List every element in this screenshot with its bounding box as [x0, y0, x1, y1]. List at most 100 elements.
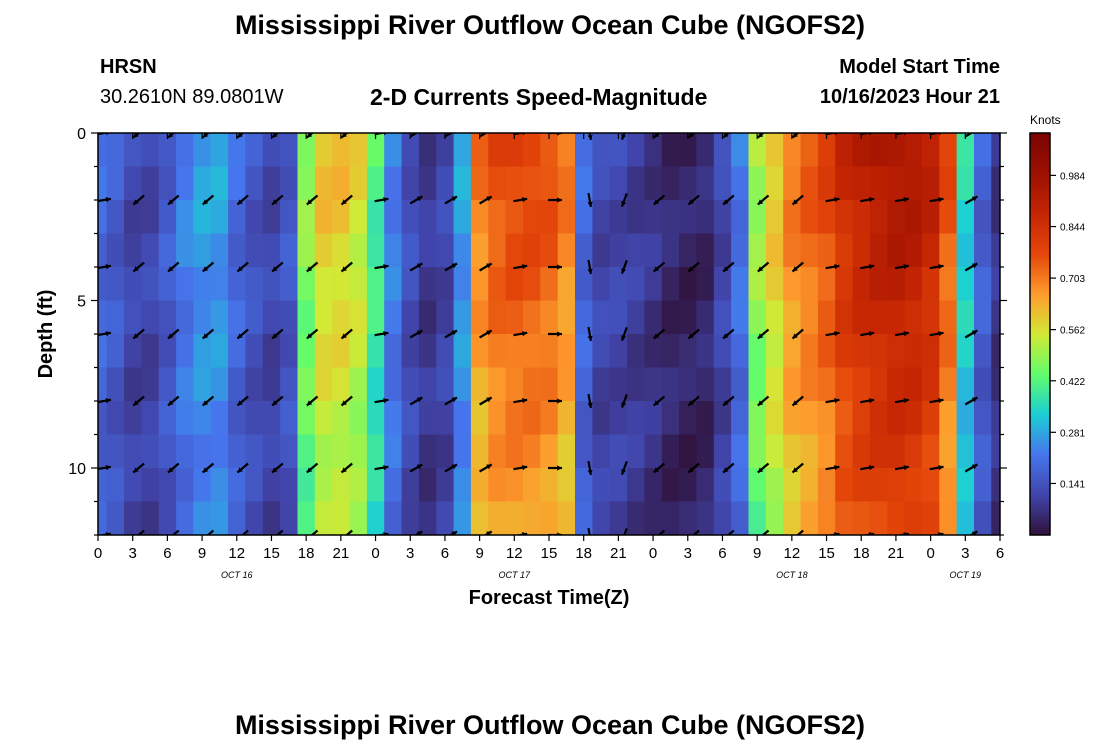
heatmap-cell [869, 334, 888, 369]
heatmap-cell [956, 233, 975, 268]
heatmap-cell [696, 367, 715, 402]
heatmap-cell [661, 300, 680, 335]
heatmap-cell [921, 300, 940, 335]
heatmap-cell [661, 166, 680, 201]
current-arrow [620, 394, 628, 408]
heatmap-cell [210, 267, 229, 302]
x-tick-label: 6 [996, 545, 1004, 562]
heatmap-cell [835, 233, 854, 268]
heatmap-cell [401, 334, 420, 369]
heatmap-cell [679, 434, 697, 469]
heatmap-cell [98, 367, 108, 402]
colorbar [1029, 132, 1051, 536]
heatmap-cell [436, 367, 455, 402]
current-arrow [483, 530, 493, 535]
heatmap-cell [887, 233, 906, 268]
current-arrow [306, 133, 314, 139]
heatmap-cell [644, 200, 663, 235]
heatmap-cell [800, 233, 819, 268]
heatmap-cell [817, 401, 836, 436]
heatmap-cell [557, 367, 576, 402]
heatmap-cell [280, 367, 298, 402]
current-arrow [479, 195, 493, 205]
current-arrow [374, 264, 389, 270]
current-arrow [722, 261, 735, 273]
heatmap-cell [228, 501, 246, 535]
heatmap-cell [540, 401, 559, 436]
heatmap-cell [904, 200, 923, 235]
chart-subtitle: 2-D Currents Speed-Magnitude [370, 84, 708, 110]
x-tick-label: 15 [263, 545, 280, 562]
heatmap-cell [765, 501, 784, 535]
heatmap-cell [141, 300, 160, 335]
heatmap-cell [661, 267, 680, 302]
heatmap-cell [817, 267, 836, 302]
heatmap-cell [679, 334, 697, 369]
heatmap-cell [124, 468, 142, 503]
heatmap-cell [210, 367, 229, 402]
heatmap-cell [280, 166, 298, 201]
heatmap-cell [193, 300, 212, 335]
heatmap-cell [991, 233, 1000, 268]
heatmap-cell [262, 200, 281, 235]
heatmap-cell [106, 233, 125, 268]
heatmap-cell [418, 233, 437, 268]
heatmap-cell [627, 501, 645, 535]
heatmap-cell [314, 300, 333, 335]
heatmap-cell [904, 334, 923, 369]
current-arrow [964, 329, 978, 339]
heatmap-cell [696, 233, 715, 268]
heatmap-cell [470, 233, 489, 268]
heatmap-cell [835, 267, 854, 302]
current-arrow [132, 395, 145, 407]
heatmap-cell [453, 501, 472, 535]
heatmap-cell [731, 166, 749, 201]
heatmap-cell [141, 267, 160, 302]
heatmap-cell [974, 401, 992, 436]
x-tick-label: 12 [506, 545, 523, 562]
heatmap-cell [644, 434, 663, 469]
station-id: HRSN [100, 56, 157, 78]
heatmap-cell [661, 334, 680, 369]
heatmap-cell [835, 300, 854, 335]
heatmap-cell [765, 300, 784, 335]
current-arrow [860, 197, 875, 203]
heatmap-cell [644, 468, 663, 503]
heatmap-cell [384, 300, 403, 335]
heatmap-cell [627, 200, 645, 235]
heatmap-cell [158, 166, 177, 201]
current-arrow [894, 264, 909, 270]
heatmap-cell [280, 300, 298, 335]
current-arrow [513, 465, 528, 471]
heatmap-cell [349, 501, 368, 535]
y-tick-label: 0 [77, 126, 86, 143]
heatmap-cell [401, 133, 420, 168]
heatmap-cell [661, 501, 680, 535]
heatmap-cell [158, 501, 177, 535]
heatmap-cell [557, 133, 576, 168]
heatmap-cell [765, 434, 784, 469]
current-arrow [825, 197, 840, 203]
heatmap-cell [835, 468, 854, 503]
current-arrow [340, 261, 353, 273]
current-arrow [444, 396, 458, 406]
heatmap-cell [991, 300, 1000, 335]
heatmap-cell [609, 367, 628, 402]
heatmap-cell [210, 501, 229, 535]
heatmap-cell [921, 334, 940, 369]
current-arrow [409, 195, 423, 205]
heatmap-cell [332, 133, 351, 168]
heatmap-cell [193, 401, 212, 436]
current-arrow [964, 195, 978, 205]
heatmap-cell [679, 401, 697, 436]
heatmap-cell [696, 200, 715, 235]
heatmap-cell [141, 401, 160, 436]
heatmap-cell [956, 434, 975, 469]
current-arrow [374, 398, 389, 404]
heatmap-cell [401, 200, 420, 235]
heatmap-cell [158, 401, 177, 436]
heatmap-cell [765, 267, 784, 302]
x-tick-label: 0 [371, 545, 379, 562]
heatmap-cell [384, 166, 403, 201]
current-arrow [479, 463, 493, 473]
